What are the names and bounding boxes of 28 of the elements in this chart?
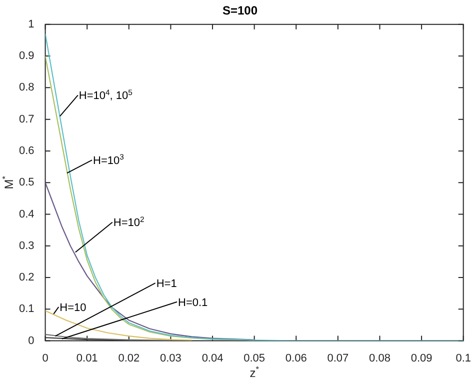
x-tick-label: 0.08 <box>369 352 390 364</box>
x-tick-label: 0.1 <box>456 352 472 364</box>
annotation: H=1 <box>156 278 177 290</box>
y-tick-label: 0 <box>28 334 34 347</box>
y-tick-label: 0.3 <box>18 240 34 252</box>
y-axis-title: M* <box>0 175 16 190</box>
x-tick-label: 0.01 <box>76 352 98 364</box>
y-tick-label: 0.9 <box>18 50 34 62</box>
x-tick-label: 0.04 <box>202 352 224 364</box>
y-tick-label: 0.4 <box>18 208 34 220</box>
x-axis-title: z* <box>250 364 260 380</box>
x-tick-label: 0 <box>42 352 48 364</box>
y-tick-label: 0.8 <box>18 82 34 94</box>
y-tick-label: 0.7 <box>18 113 34 126</box>
annotation: H=10 <box>60 302 86 314</box>
x-tick-label: 0.02 <box>118 352 140 364</box>
x-tick-label: 0.09 <box>410 352 432 364</box>
x-tick-label: 0.03 <box>160 352 182 364</box>
annotation: H=0.1 <box>178 296 208 309</box>
chart-title: S=100 <box>222 4 258 18</box>
y-tick-label: 0.1 <box>18 303 34 316</box>
y-tick-label: 0.6 <box>18 144 34 157</box>
x-tick-label: 0.06 <box>285 352 307 364</box>
x-tick-label: 0.07 <box>327 352 349 364</box>
y-tick-label: 1 <box>28 18 34 30</box>
y-tick-label: 0.5 <box>18 176 34 189</box>
y-tick-label: 0.2 <box>18 272 34 284</box>
x-tick-label: 0.05 <box>244 352 266 364</box>
